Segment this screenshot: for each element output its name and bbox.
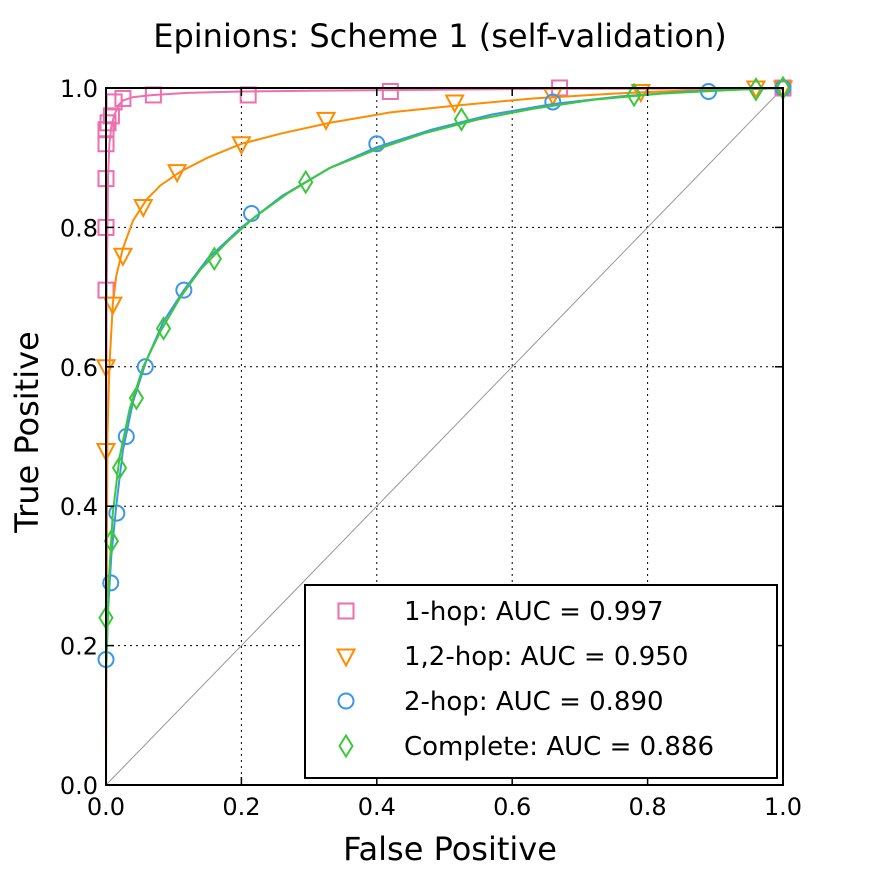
y-axis-label: True Positive: [8, 331, 46, 534]
plot-frame: [105, 87, 784, 786]
y-tick-label: 0.8: [60, 214, 98, 242]
data-point: [155, 316, 172, 341]
data-point: [630, 83, 651, 104]
data-point: [111, 455, 128, 481]
legend-item: Complete: AUC = 0.886: [338, 732, 714, 762]
data-point: [368, 135, 386, 153]
legend: 1-hop: AUC = 0.997 1,2-hop: AUC = 0.950 2-…: [304, 584, 778, 779]
legend-box: [304, 584, 778, 779]
chart-title: Epinions: Scheme 1 (self-validation): [153, 17, 726, 55]
data-point: [102, 107, 120, 125]
legend-marker: [335, 648, 357, 668]
legend-marker: [338, 733, 354, 759]
data-point: [231, 136, 252, 156]
x-tick-label: 0.2: [222, 793, 260, 821]
data-point: [444, 94, 465, 114]
data-point: [136, 358, 154, 376]
data-point: [102, 574, 120, 592]
data-point: [298, 169, 314, 195]
data-point: [108, 504, 126, 522]
legend-item: 1,2-hop: AUC = 0.950: [335, 642, 688, 672]
y-tick-label: 0.4: [60, 493, 98, 521]
series-3: [98, 75, 791, 681]
data-point: [315, 111, 337, 131]
x-tick-label: 1.0: [764, 793, 802, 821]
data-point: [166, 164, 188, 184]
legend-label: 1,2-hop: AUC = 0.950: [404, 642, 688, 672]
series-line: [105, 87, 784, 786]
x-tick-label: 0.0: [87, 793, 125, 821]
chance-diagonal: [105, 87, 784, 786]
data-point: [128, 385, 145, 411]
data-point: [133, 198, 154, 219]
data-point: [453, 106, 470, 132]
legend-marker: [337, 692, 355, 710]
legend-item: 1-hop: AUC = 0.997: [337, 597, 664, 627]
data-point: [112, 247, 134, 267]
data-point: [206, 246, 222, 272]
data-point: [544, 93, 562, 111]
x-tick-label: 0.8: [629, 793, 667, 821]
x-tick-label: 0.6: [493, 793, 531, 821]
x-axis-ticks: 0.0 0.2 0.4 0.6 0.8 1.0: [87, 88, 802, 821]
data-point: [175, 281, 193, 299]
y-tick-label: 1.0: [60, 75, 98, 103]
y-axis-ticks: 0.0 0.2 0.4 0.6 0.8 1.0: [60, 75, 783, 800]
y-tick-label: 0.2: [60, 633, 98, 661]
legend-item: 2-hop: AUC = 0.890: [337, 687, 664, 717]
legend-label: 1-hop: AUC = 0.997: [404, 597, 664, 627]
x-tick-label: 0.4: [358, 793, 396, 821]
data-point: [102, 296, 123, 316]
series-line: [105, 87, 784, 681]
x-axis-label: False Positive: [343, 830, 557, 868]
legend-label: Complete: AUC = 0.886: [404, 732, 714, 762]
legend-items: 1-hop: AUC = 0.997 1,2-hop: AUC = 0.950 2-…: [335, 597, 714, 762]
data-point: [381, 82, 399, 100]
y-tick-label: 0.0: [60, 772, 98, 800]
data-point: [103, 528, 120, 554]
legend-label: 2-hop: AUC = 0.890: [404, 687, 664, 717]
y-tick-label: 0.6: [60, 354, 98, 382]
data-point: [748, 76, 764, 102]
data-point: [626, 82, 642, 108]
data-point: [114, 89, 132, 107]
legend-marker: [337, 602, 355, 620]
